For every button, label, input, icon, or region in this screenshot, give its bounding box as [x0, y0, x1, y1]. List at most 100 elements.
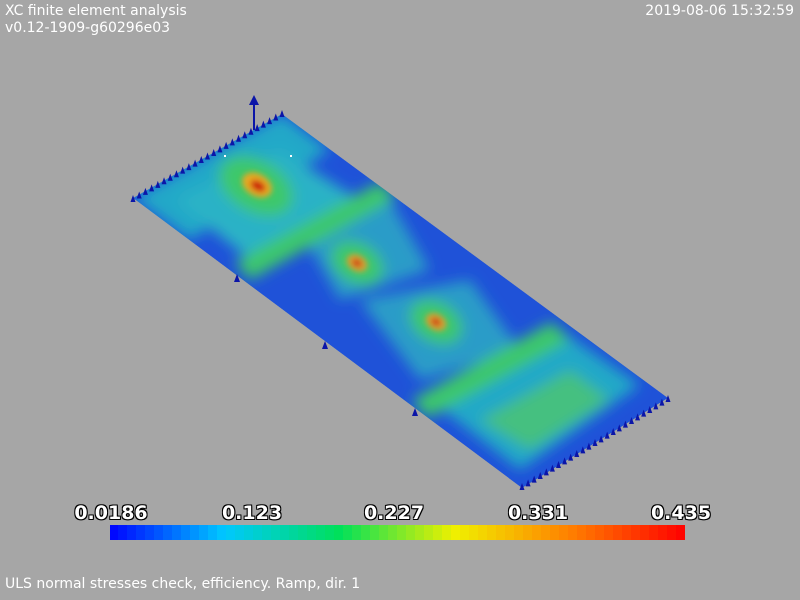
- scalar-bar-segment: [559, 525, 569, 540]
- support-marker-icon: [130, 195, 136, 202]
- stress-plate: [133, 114, 668, 488]
- scalar-bar-segment: [541, 525, 551, 540]
- support-marker-icon: [149, 184, 155, 192]
- support-marker-icon: [549, 464, 555, 472]
- scalar-bar-segment: [514, 525, 524, 540]
- timestamp: 2019-08-06 15:32:59: [645, 3, 794, 19]
- scalar-bar-segment: [163, 525, 173, 540]
- scalar-bar-labels: 0.0186 0.123 0.227 0.331 0.435: [0, 500, 800, 526]
- scalar-bar-segment: [181, 525, 191, 540]
- scalar-bar-segment: [442, 525, 452, 540]
- scalar-bar-segment: [352, 525, 362, 540]
- scalar-bar-segment: [604, 525, 614, 540]
- support-marker-icon: [604, 431, 610, 439]
- support-marker-icon: [610, 428, 616, 435]
- scalar-bar-label-min: 0.0186: [74, 502, 148, 524]
- scalar-bar-segment: [523, 525, 533, 540]
- scalar-bar: [110, 525, 685, 540]
- support-marker-icon: [653, 402, 659, 410]
- load-arrow-icon: [249, 95, 259, 130]
- support-marker-icon: [525, 479, 531, 487]
- scalar-bar-segment: [595, 525, 605, 540]
- scalar-bar-segment: [343, 525, 353, 540]
- support-marker-icon: [574, 450, 580, 457]
- scalar-bar-segment: [136, 525, 146, 540]
- scalar-bar-segment: [361, 525, 371, 540]
- scalar-bar-segment: [631, 525, 641, 540]
- scalar-bar-segment: [676, 525, 685, 540]
- node-marker-icon: [224, 155, 292, 157]
- support-marker-icon: [142, 187, 148, 195]
- scalar-bar-segment: [568, 525, 578, 540]
- support-marker-icon: [580, 446, 586, 454]
- support-marker-icon: [136, 191, 142, 199]
- scalar-bar-segment: [190, 525, 200, 540]
- support-markers-top-edge: [130, 110, 285, 202]
- support-marker-icon: [647, 406, 653, 413]
- support-marker-icon: [279, 110, 285, 117]
- support-markers-left-edge: [234, 274, 418, 416]
- support-marker-icon: [198, 156, 204, 164]
- scalar-bar-segment: [586, 525, 596, 540]
- scalar-bar-segment: [226, 525, 236, 540]
- support-marker-icon: [273, 113, 279, 121]
- support-marker-icon: [173, 170, 179, 178]
- support-marker-icon: [223, 141, 229, 149]
- scalar-bar-segment: [280, 525, 290, 540]
- scalar-bar-segment: [217, 525, 227, 540]
- scalar-bar-segment: [532, 525, 542, 540]
- scalar-bar-segment: [235, 525, 245, 540]
- scalar-bar-segment: [271, 525, 281, 540]
- scalar-bar-label: 0.123: [221, 502, 283, 524]
- scalar-bar-segment: [370, 525, 380, 540]
- scalar-bar-segment: [487, 525, 497, 540]
- scalar-bar-segment: [208, 525, 218, 540]
- support-marker-icon: [641, 409, 647, 417]
- scalar-bar-segment: [406, 525, 416, 540]
- scalar-bar-segment: [415, 525, 425, 540]
- scalar-bar-segment: [110, 525, 119, 540]
- scalar-bar-segment: [307, 525, 317, 540]
- scalar-bar-segment: [613, 525, 623, 540]
- scalar-bar-segment: [199, 525, 209, 540]
- scalar-bar-segment: [154, 525, 164, 540]
- support-marker-icon: [167, 173, 173, 181]
- support-marker-icon: [531, 475, 537, 483]
- scalar-bar-segment: [460, 525, 470, 540]
- support-marker-icon: [562, 457, 568, 465]
- scalar-bar-segment: [451, 525, 461, 540]
- support-marker-icon: [260, 120, 266, 128]
- scalar-bar-label: 0.331: [507, 502, 569, 524]
- scalar-bar-segment: [397, 525, 407, 540]
- scalar-bar-segment: [433, 525, 443, 540]
- support-marker-icon: [211, 148, 217, 156]
- support-marker-icon: [205, 152, 210, 160]
- support-marker-icon: [267, 117, 273, 125]
- app-title: XC finite element analysis: [5, 3, 187, 19]
- scalar-bar-segment: [334, 525, 344, 540]
- support-marker-icon: [598, 435, 604, 443]
- scalar-bar-label-max: 0.435: [650, 502, 712, 524]
- scalar-bar-segment: [505, 525, 515, 540]
- scalar-bar-segment: [550, 525, 560, 540]
- result-caption: ULS normal stresses check, efficiency. R…: [5, 576, 361, 592]
- scalar-bar-segment: [496, 525, 506, 540]
- scalar-bar-segment: [262, 525, 272, 540]
- support-marker-icon: [659, 398, 665, 406]
- support-marker-icon: [635, 413, 641, 421]
- support-marker-icon: [248, 127, 254, 135]
- scalar-bar-segment: [667, 525, 677, 540]
- scalar-bar-segment: [577, 525, 587, 540]
- support-marker-icon: [192, 159, 198, 167]
- scalar-bar-segment: [424, 525, 434, 540]
- support-marker-icon: [543, 468, 549, 476]
- scalar-bar-segment: [379, 525, 389, 540]
- scalar-bar-segment: [316, 525, 326, 540]
- support-marker-icon: [229, 138, 235, 146]
- scalar-bar-segment: [244, 525, 254, 540]
- support-marker-icon: [519, 483, 525, 490]
- support-marker-icon: [568, 453, 574, 461]
- scalar-bar-segment: [649, 525, 659, 540]
- support-marker-icon: [161, 177, 167, 185]
